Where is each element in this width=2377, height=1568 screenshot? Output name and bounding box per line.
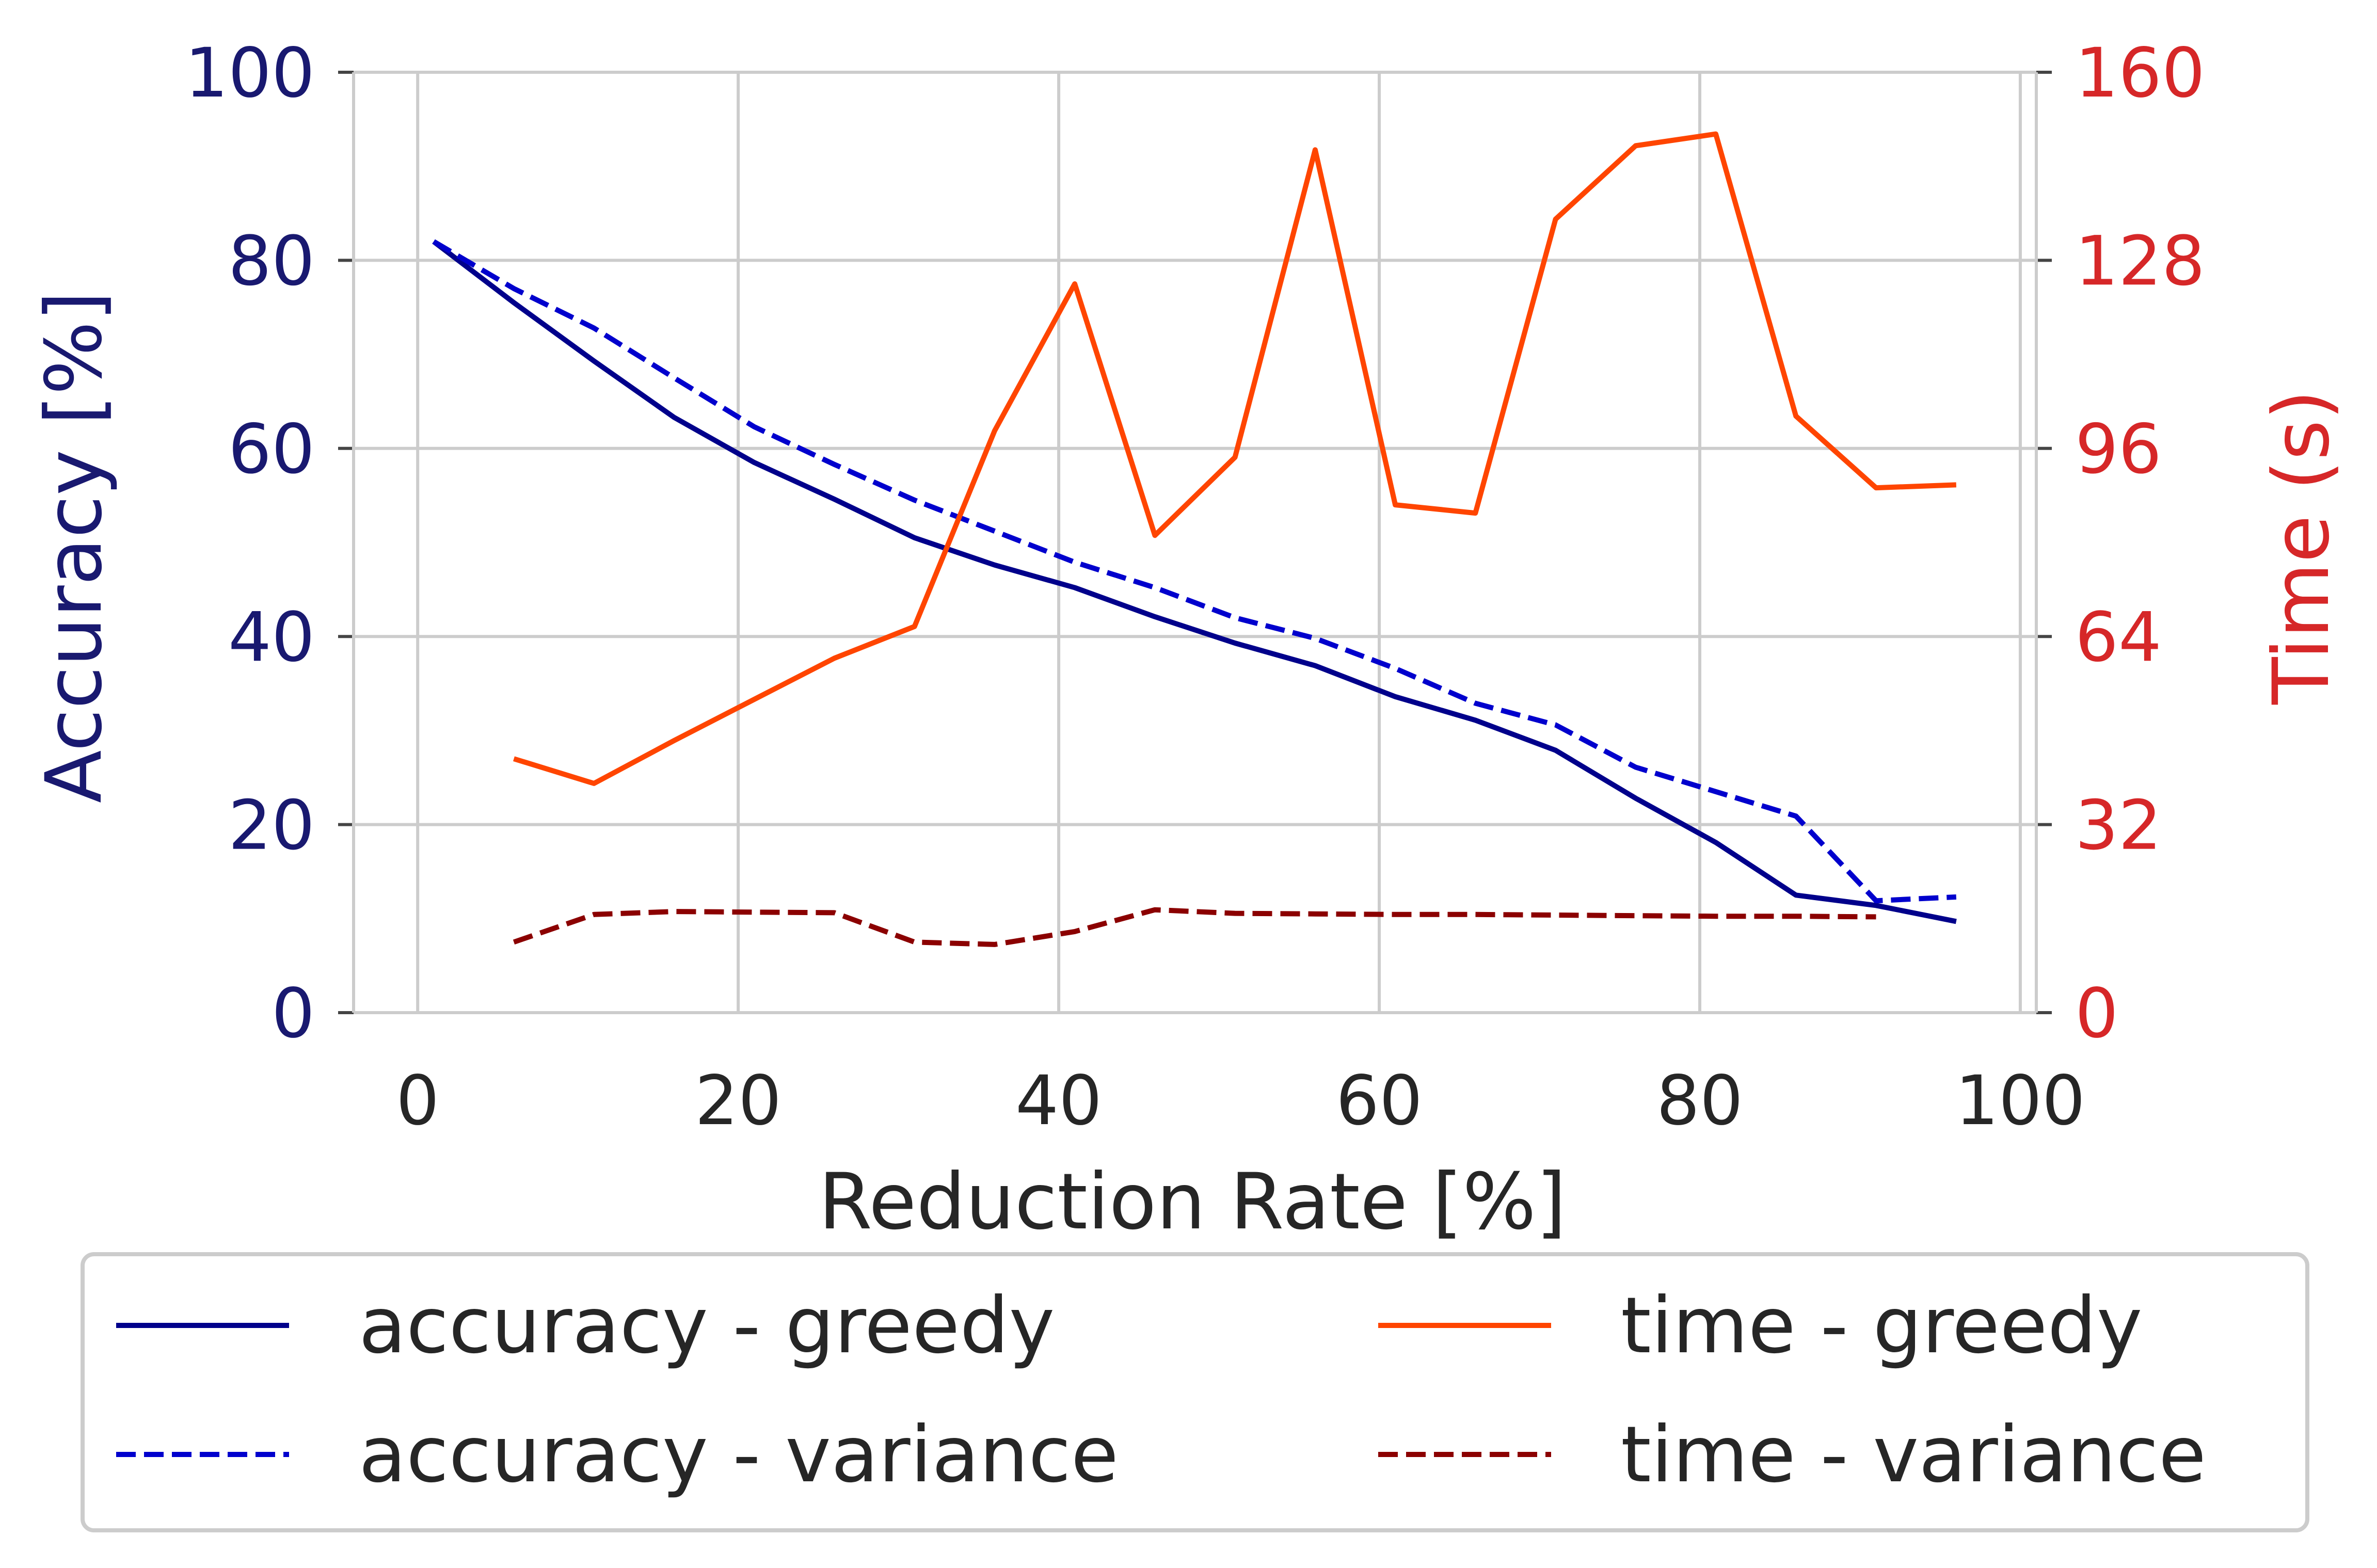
grid [354, 71, 2036, 1014]
y-right-axis-title: Time (s) [2257, 390, 2347, 705]
y-left-tick-label: 20 [228, 786, 315, 866]
axes [338, 71, 2052, 1014]
legend: accuracy - greedy time - greedy accuracy -… [81, 1252, 2309, 1532]
legend-label-time-variance: time - variance [1621, 1410, 2206, 1500]
y-right-tick-labels: 0 32 64 96 128 160 [2075, 34, 2205, 1053]
series-line-accuracy-variance [432, 239, 1957, 904]
legend-label-accuracy-variance: accuracy - variance [359, 1410, 1119, 1500]
x-tick-label: 0 [396, 1061, 439, 1141]
legend-label-time-greedy: time - greedy [1621, 1281, 2143, 1371]
x-tick-label: 20 [695, 1061, 781, 1141]
y-right-tick-label: 0 [2075, 974, 2118, 1053]
series-line-accuracy-greedy [432, 239, 1957, 924]
series-line-time-greedy [513, 131, 1956, 786]
y-left-tick-labels: 0 20 40 60 80 100 [185, 34, 315, 1053]
y-left-axis-title: Accuracy [%] [29, 291, 119, 803]
legend-frame [81, 1252, 2309, 1532]
y-right-tick-label: 160 [2075, 34, 2205, 113]
x-tick-label: 80 [1656, 1061, 1743, 1141]
y-right-tick-label: 32 [2075, 786, 2162, 866]
y-right-tick-label: 128 [2075, 221, 2205, 301]
x-tick-labels: 0 20 40 60 80 100 [396, 1061, 2085, 1141]
x-tick-label: 40 [1015, 1061, 1102, 1141]
y-left-tick-label: 100 [185, 34, 315, 113]
series-layer [432, 131, 1957, 947]
y-left-tick-label: 0 [272, 974, 315, 1053]
y-right-tick-label: 96 [2075, 410, 2162, 489]
x-axis-title: Reduction Rate [%] [819, 1157, 1567, 1247]
y-left-tick-label: 60 [228, 410, 315, 489]
x-tick-label: 100 [1955, 1061, 2085, 1141]
legend-label-accuracy-greedy: accuracy - greedy [359, 1281, 1055, 1371]
y-right-tick-label: 64 [2075, 598, 2162, 677]
y-left-tick-label: 80 [228, 221, 315, 301]
series-line-time-variance [513, 907, 1876, 947]
y-left-tick-label: 40 [228, 598, 315, 677]
x-tick-label: 60 [1336, 1061, 1423, 1141]
